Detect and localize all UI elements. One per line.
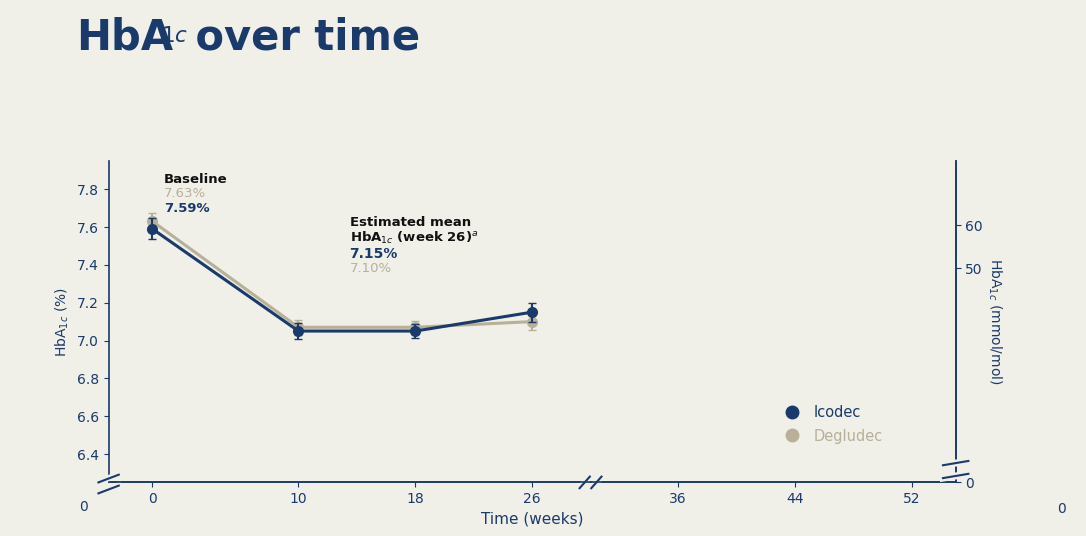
Y-axis label: HbA$_{1c}$ (%): HbA$_{1c}$ (%)	[54, 287, 72, 356]
Text: 7.15%: 7.15%	[350, 247, 397, 261]
X-axis label: Time (weeks): Time (weeks)	[481, 512, 583, 527]
Text: over time: over time	[181, 16, 420, 58]
Text: HbA$_{1c}$ (week 26)$^{a}$: HbA$_{1c}$ (week 26)$^{a}$	[350, 230, 478, 246]
Text: 0: 0	[1058, 502, 1066, 516]
Text: HbA: HbA	[76, 16, 173, 58]
Text: 7.10%: 7.10%	[350, 262, 392, 275]
Text: 7.59%: 7.59%	[164, 203, 210, 215]
Text: Estimated mean: Estimated mean	[350, 215, 470, 229]
Y-axis label: HbA$_{1c}$ (mmol/mol): HbA$_{1c}$ (mmol/mol)	[986, 258, 1003, 385]
Text: 0: 0	[78, 500, 88, 514]
Text: $_{1c}$: $_{1c}$	[161, 16, 188, 45]
Legend: Icodec, Degludec: Icodec, Degludec	[772, 399, 889, 449]
Text: 7.63%: 7.63%	[164, 187, 206, 200]
Text: Baseline: Baseline	[164, 173, 228, 186]
